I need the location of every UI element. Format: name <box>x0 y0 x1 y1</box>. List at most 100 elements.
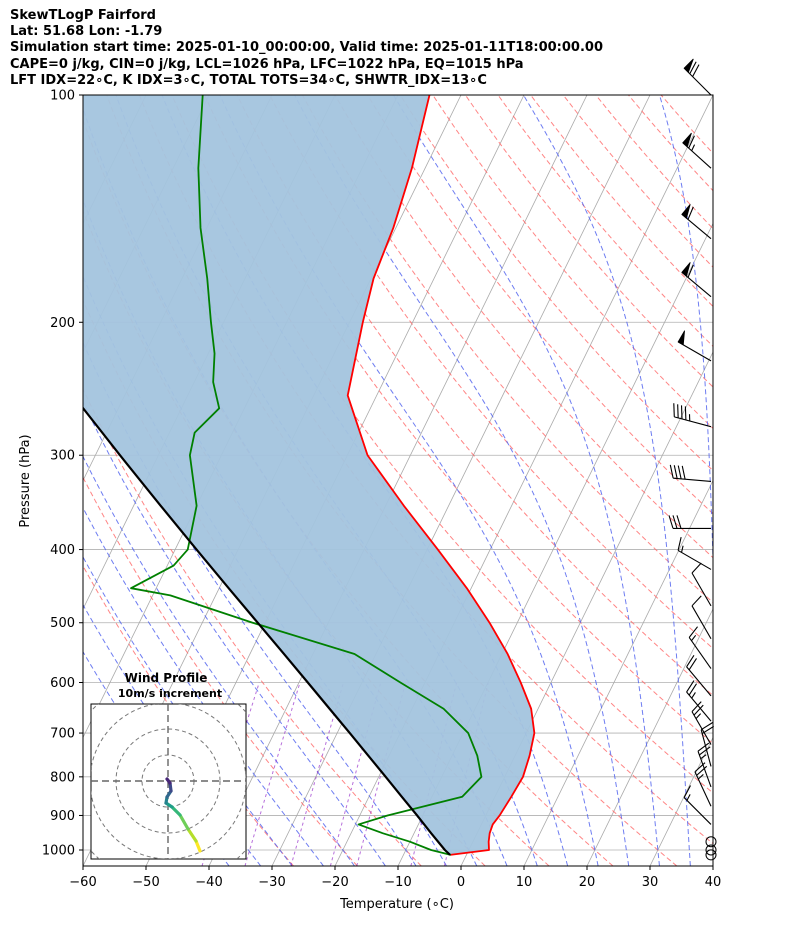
wind-barb <box>681 204 712 240</box>
barb-full <box>683 785 691 798</box>
x-tick-label: 30 <box>642 875 659 890</box>
title-line-5: LFT IDX=22∘C, K IDX=3∘C, TOTAL TOTS=34∘C… <box>10 73 487 88</box>
wind-barb <box>677 330 712 362</box>
isotherm-gridline <box>649 736 713 866</box>
plot-area <box>0 95 713 866</box>
wind-barb <box>697 742 712 788</box>
barb-staff <box>673 477 712 483</box>
barb-staff <box>677 549 712 570</box>
dewpoint-line <box>130 95 483 856</box>
cin-cape-shade <box>83 95 535 855</box>
hodograph-trace <box>170 805 182 817</box>
y-tick-label: 600 <box>50 676 75 691</box>
wind-barb <box>705 836 717 848</box>
barb-staff <box>697 751 712 788</box>
dry-adiabat <box>399 95 713 472</box>
barb-staff <box>674 416 712 428</box>
barb-full <box>673 465 678 479</box>
isotherm-gridline <box>208 95 588 866</box>
hodograph-trace <box>165 777 172 785</box>
wind-barb <box>694 762 712 807</box>
barb-staff <box>691 605 712 639</box>
barb-half <box>695 713 702 719</box>
barb-full <box>688 683 697 696</box>
barb-full <box>689 61 697 75</box>
barb-half <box>697 774 704 780</box>
wind-barb <box>686 655 712 697</box>
dry-adiabat <box>432 95 713 430</box>
title-line-2: Lat: 51.68 Lon: -1.79 <box>10 24 163 39</box>
dry-adiabat <box>497 95 713 348</box>
barb-flag <box>681 204 691 219</box>
dry-adiabat <box>204 95 713 745</box>
barb-full <box>687 264 694 278</box>
hodograph-trace <box>178 813 190 831</box>
wind-barb <box>683 785 712 825</box>
y-tick-label: 300 <box>50 449 75 464</box>
barb-full <box>694 762 706 773</box>
wind-barb <box>673 403 712 428</box>
hodograph-trace <box>194 839 202 853</box>
moist-adiabat <box>83 341 417 866</box>
y-tick-label: 800 <box>50 770 75 785</box>
wind-barb <box>691 595 712 639</box>
moist-adiabat <box>83 556 293 866</box>
wind-barb <box>688 626 712 669</box>
barb-full <box>691 562 702 574</box>
barb-staff <box>683 797 712 825</box>
inset-subtitle: 10m/s increment <box>118 687 222 700</box>
title-line-4: CAPE=0 j/kg, CIN=0 j/kg, LCL=1026 hPa, L… <box>10 57 524 72</box>
barb-full <box>686 655 695 668</box>
y-tick-label: 200 <box>50 316 75 331</box>
barb-staff <box>694 771 712 807</box>
wind-barb <box>705 849 717 861</box>
barb-staff <box>688 637 712 669</box>
wind-barb <box>686 680 712 722</box>
barb-full <box>681 465 686 480</box>
moist-adiabat <box>522 95 691 866</box>
barb-flag <box>683 58 694 74</box>
isotherm-gridline <box>0 95 20 866</box>
x-axis-label: Temperature (∘C) <box>339 897 454 912</box>
x-tick-label: 10 <box>516 875 533 890</box>
isotherm-gridline <box>271 95 651 866</box>
barb-half <box>686 794 691 801</box>
barb-half <box>691 144 696 152</box>
wind-barb <box>682 132 712 169</box>
barb-full <box>688 626 698 638</box>
barb-half <box>691 692 696 699</box>
calm-circle <box>705 836 717 848</box>
barb-full <box>691 701 702 713</box>
moist-adiabat <box>83 455 355 866</box>
barb-full <box>693 704 704 716</box>
y-tick-label: 700 <box>50 727 75 742</box>
moist-adiabat <box>659 95 713 575</box>
y-tick-label: 100 <box>50 89 75 104</box>
dry-adiabat <box>367 95 713 515</box>
isotherm-gridline <box>712 865 713 866</box>
barb-full <box>687 206 694 220</box>
temperature-line <box>346 95 536 856</box>
barb-full <box>692 64 700 77</box>
barb-full <box>677 537 682 551</box>
calm-circle <box>705 844 717 856</box>
barb-full <box>672 515 678 529</box>
x-tick-label: 0 <box>457 875 465 890</box>
wind-barb <box>691 562 712 607</box>
barb-staff <box>686 691 712 722</box>
barb-full <box>688 658 697 671</box>
y-tick-label: 900 <box>50 809 75 824</box>
title-line-1: SkewTLogP Fairford <box>10 8 156 23</box>
isotherm-gridline <box>586 608 713 866</box>
moist-adiabat <box>83 506 324 866</box>
x-tick-label: −40 <box>195 875 222 890</box>
y-tick-label: 500 <box>50 616 75 631</box>
dry-adiabat <box>236 95 713 697</box>
wind-barb <box>705 844 717 856</box>
barb-full <box>677 465 682 479</box>
x-tick-label: 20 <box>579 875 596 890</box>
mixing-ratio-line <box>290 682 344 866</box>
dry-adiabat <box>334 95 713 559</box>
hodograph-trace <box>186 827 198 843</box>
